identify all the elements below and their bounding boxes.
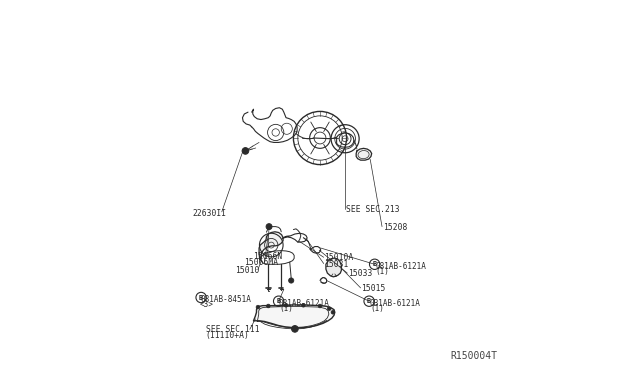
Text: 15208: 15208 xyxy=(383,223,407,232)
Text: (1): (1) xyxy=(279,304,293,313)
Text: 15010: 15010 xyxy=(235,266,259,275)
Circle shape xyxy=(266,224,272,230)
Polygon shape xyxy=(326,258,341,277)
Text: (11110+A): (11110+A) xyxy=(205,331,250,340)
Text: 15010A: 15010A xyxy=(324,253,353,263)
Text: 15015: 15015 xyxy=(362,284,386,293)
Text: 15066MA: 15066MA xyxy=(244,258,278,267)
Text: 15033: 15033 xyxy=(348,269,372,278)
Circle shape xyxy=(301,304,305,307)
Text: B: B xyxy=(367,298,371,304)
Circle shape xyxy=(328,307,331,310)
Text: B: B xyxy=(199,295,204,301)
Text: (1): (1) xyxy=(371,304,384,313)
Text: 081AB-6121A: 081AB-6121A xyxy=(376,262,426,271)
Polygon shape xyxy=(253,305,335,328)
Text: 15031: 15031 xyxy=(324,260,348,269)
Text: 081AB-8451A: 081AB-8451A xyxy=(200,295,251,304)
Polygon shape xyxy=(259,232,283,260)
Circle shape xyxy=(284,304,288,307)
Text: 0B1AB-6121A: 0B1AB-6121A xyxy=(370,299,420,308)
Circle shape xyxy=(256,305,260,309)
Circle shape xyxy=(242,148,249,154)
Circle shape xyxy=(289,278,294,283)
Text: 22630II: 22630II xyxy=(193,209,227,218)
Polygon shape xyxy=(356,148,372,160)
Text: SEE SEC.213: SEE SEC.213 xyxy=(346,205,399,215)
Text: (1): (1) xyxy=(376,267,390,276)
Circle shape xyxy=(331,310,335,314)
Text: 081AB-6121A: 081AB-6121A xyxy=(278,299,330,308)
Text: 15066N: 15066N xyxy=(253,251,283,261)
Text: B: B xyxy=(372,261,377,267)
Text: <3>: <3> xyxy=(200,300,214,310)
Circle shape xyxy=(318,304,322,308)
Circle shape xyxy=(266,304,270,308)
Text: R150004T: R150004T xyxy=(450,352,497,361)
Circle shape xyxy=(292,326,298,332)
Text: SEE SEC.111: SEE SEC.111 xyxy=(205,325,259,334)
Text: B: B xyxy=(276,298,281,304)
